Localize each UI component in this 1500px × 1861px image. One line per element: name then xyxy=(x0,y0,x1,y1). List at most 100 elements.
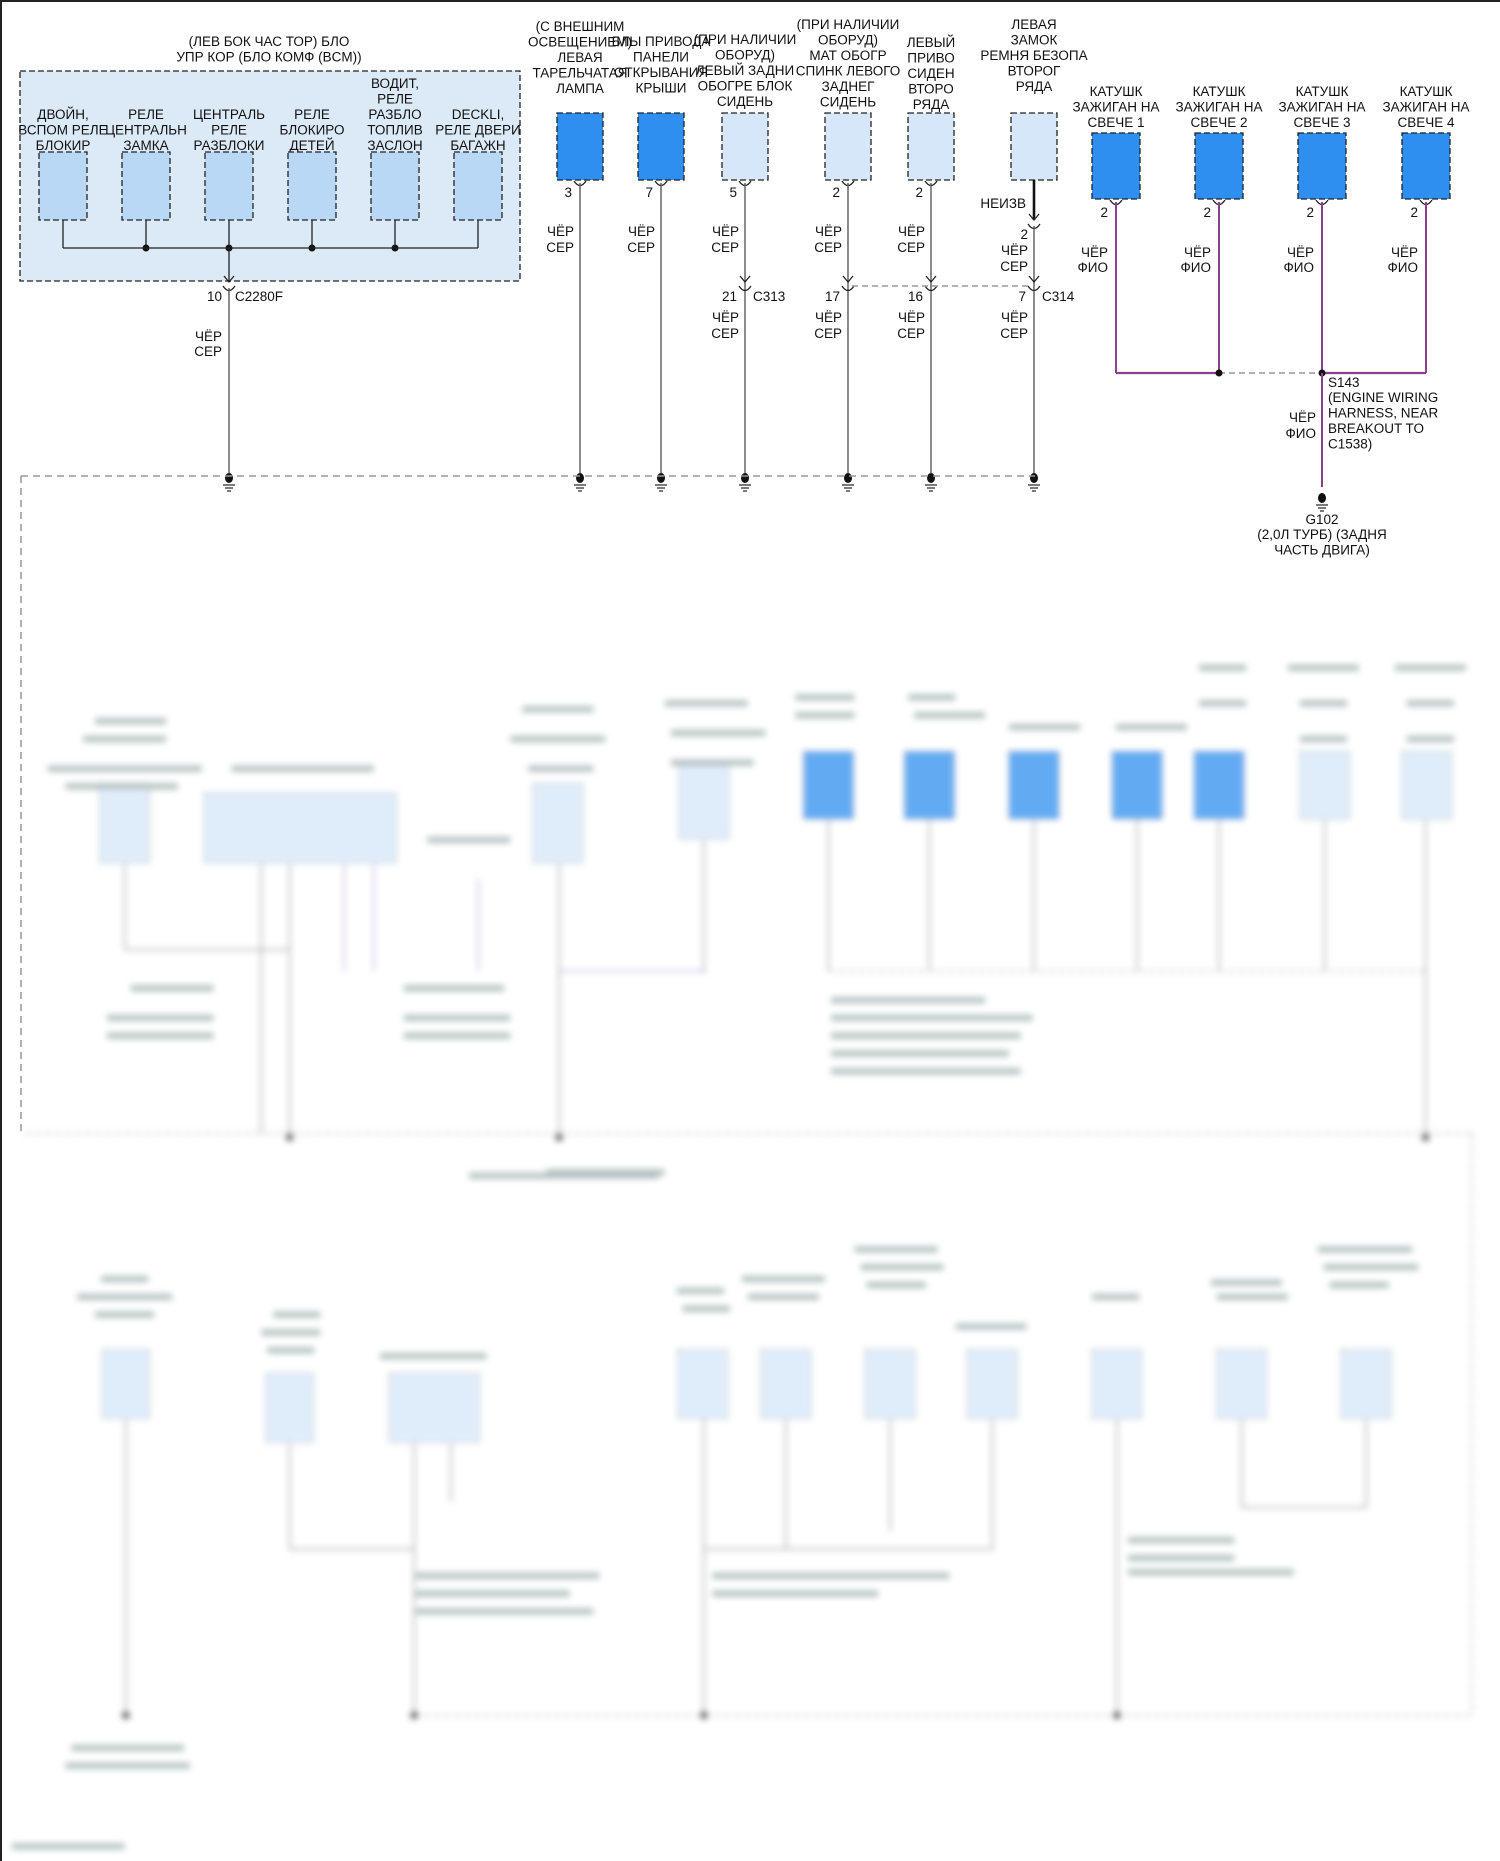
splice-id: S143 xyxy=(1328,375,1360,390)
blurred-text xyxy=(11,1843,125,1850)
blurred-ground xyxy=(285,1133,294,1142)
blurred-connector xyxy=(101,1349,151,1419)
arrow-icon xyxy=(739,275,751,284)
blurred-text xyxy=(273,1311,321,1318)
coil-label: СВЕЧЕ 3 xyxy=(1293,115,1350,130)
coil-label: СВЕЧЕ 1 xyxy=(1087,115,1144,130)
arrow-icon xyxy=(842,275,854,284)
component-label: ОБОРУД) xyxy=(715,48,775,63)
connector-pin-icon xyxy=(738,285,752,292)
blurred-text xyxy=(379,1353,487,1360)
connector-pin-number: 5 xyxy=(729,185,737,200)
connector-pin-number: 2 xyxy=(1020,227,1028,242)
blurred-text xyxy=(415,1608,594,1615)
blurred-text xyxy=(130,985,214,992)
blurred-text xyxy=(522,706,594,713)
blurred-text xyxy=(403,1014,511,1021)
component-label: ОСВЕЩЕНИЕМ) xyxy=(528,35,632,50)
blurred-text xyxy=(1216,1293,1288,1300)
blurred-text xyxy=(415,1572,600,1579)
blurred-connector xyxy=(760,1349,812,1419)
ground-desc: (2,0Л ТУРБ) (ЗАДНЯ xyxy=(1257,527,1387,542)
wire-color: ЧЁР xyxy=(1001,310,1028,325)
blurred-text xyxy=(712,1572,950,1579)
wire-color: ЧЁР xyxy=(195,329,222,344)
blurred-text xyxy=(670,759,754,766)
blurred-text xyxy=(830,1032,1021,1039)
blurred-connector xyxy=(99,782,151,864)
arrow-icon xyxy=(1028,275,1040,284)
component-label: ЗАМОК xyxy=(1011,33,1058,48)
wire-color: СЕР xyxy=(1000,259,1028,274)
blurred-lower-section xyxy=(11,664,1473,1850)
connector-pin-icon xyxy=(841,285,855,292)
component-label: ЛЕВАЯ xyxy=(557,50,602,65)
splice-desc: C1538) xyxy=(1328,437,1372,452)
coil-label: КАТУШК xyxy=(1400,84,1453,99)
wire-color: ЧЁР xyxy=(898,224,925,239)
wire-color: ЧЁР xyxy=(712,224,739,239)
blurred-connector xyxy=(1216,1349,1268,1419)
relay-box xyxy=(204,151,254,221)
connector-pin-number: 7 xyxy=(1018,289,1026,304)
relay-label: РАЗБЛО xyxy=(368,107,421,122)
component-label: ТАРЕЛЬЧАТАЯ xyxy=(533,66,628,81)
wire-color: ЧЁР xyxy=(547,224,574,239)
component-label: КРЫШИ xyxy=(636,81,687,96)
wire-color: СЕР xyxy=(627,240,655,255)
blurred-ground xyxy=(410,1711,419,1720)
connector-id: C2280F xyxy=(235,289,283,304)
component[interactable]: (С ВНЕШНИМОСВЕЩЕНИЕМ)ЛЕВАЯТАРЕЛЬЧАТАЯЛАМ… xyxy=(528,19,632,492)
component-label: (С ВНЕШНИМ xyxy=(536,19,625,34)
blurred-text xyxy=(267,1347,315,1354)
component-label: ВТОРОГ xyxy=(1008,64,1061,79)
blurred-ground xyxy=(1112,1711,1121,1720)
blurred-text xyxy=(1198,664,1247,671)
relay-label: ЗАМКА xyxy=(123,138,168,153)
blurred-text xyxy=(860,1264,944,1271)
blurred-connector xyxy=(1340,1349,1392,1419)
connector-pin-number: 7 xyxy=(645,185,653,200)
wire-color: ЧЁР xyxy=(815,310,842,325)
blurred-text xyxy=(1299,700,1348,707)
wire-color: СЕР xyxy=(1000,326,1028,341)
connector-pin-number: 2 xyxy=(1306,205,1314,220)
blurred-text xyxy=(830,1068,1021,1075)
component-label: ЛЕВЫЙ xyxy=(907,35,956,50)
blurred-text xyxy=(510,735,606,742)
component-label: РЕМНЯ БЕЗОПА xyxy=(980,48,1087,63)
blurred-text xyxy=(795,694,855,701)
blurred-text xyxy=(468,1172,659,1179)
blurred-text xyxy=(261,1329,321,1336)
component-label: ВТОРО xyxy=(908,82,953,97)
blurred-text xyxy=(94,718,167,725)
connector-pin-number: 2 xyxy=(832,185,840,200)
coil-label: ЗАЖИГАН НА xyxy=(1383,100,1470,115)
relay-label: БЛОКИРО xyxy=(280,123,345,138)
blurred-text xyxy=(106,1014,214,1021)
blurred-text xyxy=(1127,1554,1235,1561)
relay-label: ЗАСЛОН xyxy=(367,138,422,153)
blurred-connector xyxy=(1091,1349,1143,1419)
splice-desc: (ENGINE WIRING xyxy=(1328,390,1438,405)
blurred-connector xyxy=(966,1349,1018,1419)
blurred-text xyxy=(795,712,855,719)
relay-box xyxy=(121,151,171,221)
blurred-connector xyxy=(265,1372,314,1443)
